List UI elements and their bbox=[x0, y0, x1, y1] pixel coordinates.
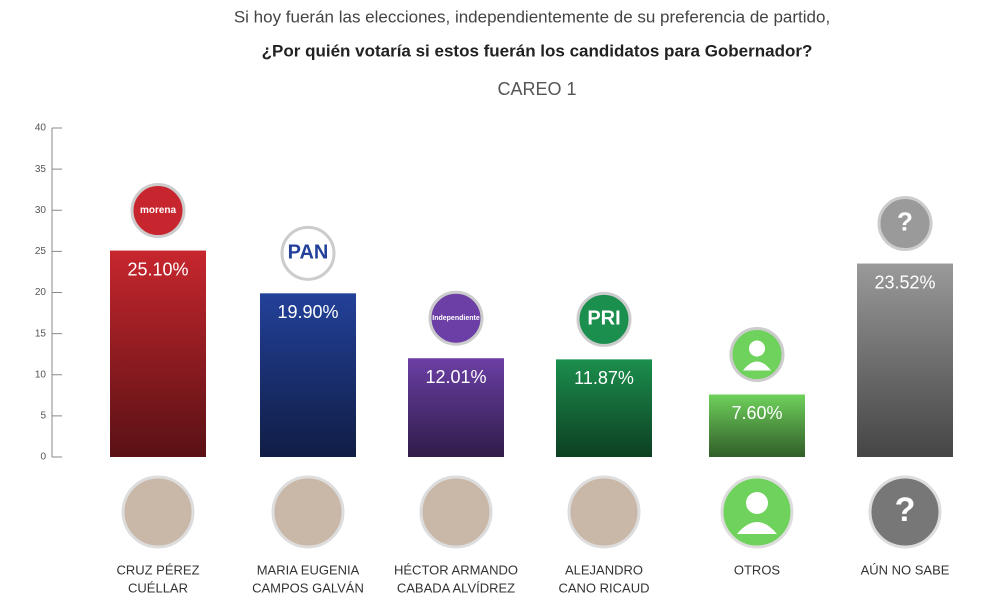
x-tick-label: CAMPOS GALVÁN bbox=[252, 580, 364, 595]
y-tick-label: 30 bbox=[35, 205, 47, 216]
y-tick-label: 15 bbox=[35, 328, 47, 339]
x-tick-label: AÚN NO SABE bbox=[861, 562, 950, 577]
x-tick-label: CUÉLLAR bbox=[128, 580, 188, 595]
x-tick-label: CANO RICAUD bbox=[558, 580, 649, 595]
chart-title: Si hoy fuerán las elecciones, independie… bbox=[234, 7, 830, 26]
x-tick-label: HÉCTOR ARMANDO bbox=[394, 562, 518, 577]
logo-text: ? bbox=[897, 206, 913, 236]
person-head bbox=[746, 492, 768, 514]
logo-text: morena bbox=[140, 205, 177, 216]
x-tick-label: CABADA ALVÍDREZ bbox=[397, 580, 515, 595]
photo bbox=[271, 475, 345, 549]
logo-circle bbox=[428, 290, 484, 346]
logo-circle bbox=[280, 225, 336, 281]
chart-caption: CAREO 1 bbox=[497, 79, 576, 99]
y-tick-label: 20 bbox=[35, 287, 47, 298]
logo-text: Independiente bbox=[432, 315, 480, 322]
photo-icon: ? bbox=[895, 491, 916, 529]
photo bbox=[121, 475, 195, 549]
photo bbox=[868, 475, 942, 549]
photo bbox=[419, 475, 493, 549]
y-tick-label: 5 bbox=[40, 411, 46, 422]
x-tick-label: CRUZ PÉREZ bbox=[116, 562, 199, 577]
logo-text: PRI bbox=[587, 308, 620, 330]
y-tick-label: 35 bbox=[35, 164, 47, 175]
logo-text: PAN bbox=[288, 242, 329, 264]
bar bbox=[260, 293, 356, 457]
y-tick-label: 10 bbox=[35, 369, 47, 380]
value-label: 11.87% bbox=[574, 368, 634, 388]
bar bbox=[110, 250, 206, 457]
y-tick-label: 0 bbox=[40, 452, 46, 463]
x-tick-label: ALEJANDRO bbox=[565, 562, 643, 577]
person-head bbox=[749, 340, 765, 357]
x-tick-label: MARIA EUGENIA bbox=[257, 562, 360, 577]
bar bbox=[556, 359, 652, 457]
value-label: 19.90% bbox=[277, 302, 338, 322]
logo-circle bbox=[130, 183, 186, 239]
value-label: 7.60% bbox=[731, 403, 782, 423]
logo-circle bbox=[576, 291, 632, 347]
value-label: 12.01% bbox=[425, 367, 486, 387]
value-label: 23.52% bbox=[874, 272, 935, 292]
y-tick-label: 40 bbox=[35, 123, 47, 134]
logo-circle bbox=[877, 196, 933, 252]
bar bbox=[408, 358, 504, 457]
value-label: 25.10% bbox=[127, 259, 188, 279]
bar bbox=[857, 263, 953, 457]
chart-subtitle: ¿Por quién votaría si estos fuerán los c… bbox=[262, 41, 813, 60]
person-body bbox=[737, 522, 777, 534]
photo bbox=[567, 475, 641, 549]
y-tick-label: 25 bbox=[35, 246, 47, 257]
person-body bbox=[743, 361, 771, 371]
bar bbox=[709, 394, 805, 457]
x-tick-label: OTROS bbox=[734, 562, 781, 577]
